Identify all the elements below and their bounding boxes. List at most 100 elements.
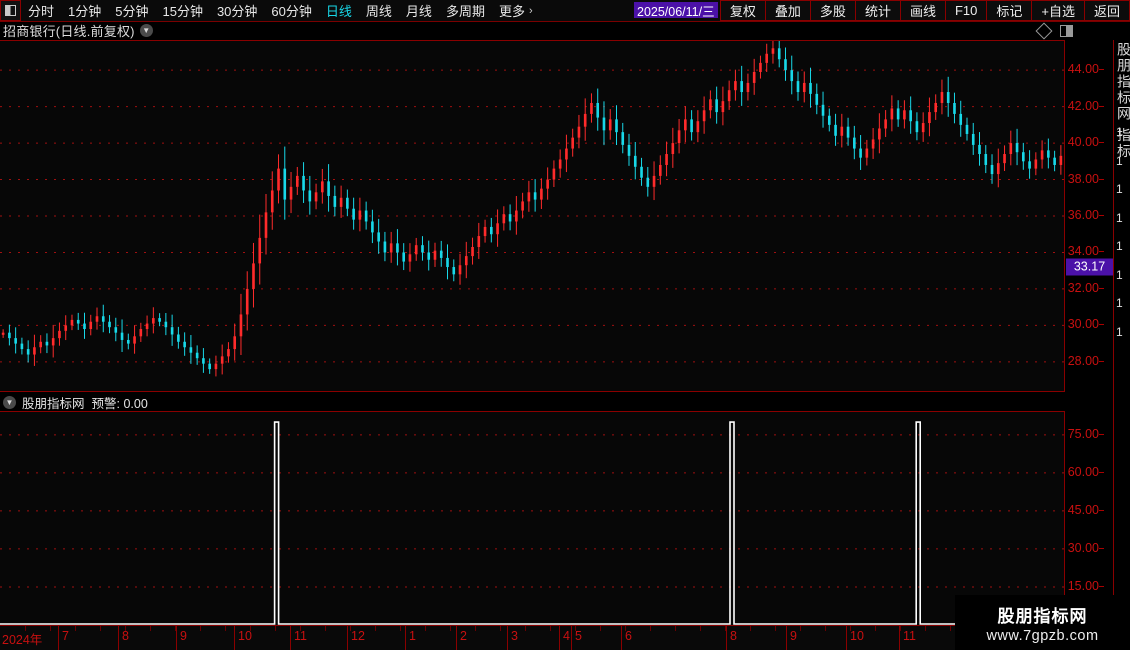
date-axis-tick bbox=[100, 626, 101, 631]
date-separator bbox=[846, 626, 847, 650]
watermark-name: 股朋指标网 bbox=[997, 606, 1088, 626]
period-tab-30min[interactable]: 30分钟 bbox=[210, 0, 264, 21]
date-axis-tick bbox=[350, 626, 351, 631]
date-axis-label: 7 bbox=[62, 629, 69, 643]
button-biaoji[interactable]: 标记 bbox=[986, 0, 1032, 21]
price-axis: 28.00 30.00 32.00 34.00 36.00 38.00 40.00 42.00… bbox=[1066, 40, 1130, 392]
date-separator bbox=[58, 626, 59, 650]
price-axis-label: 28.00 bbox=[1067, 353, 1099, 368]
date-axis-tick bbox=[150, 626, 151, 631]
price-axis-tick bbox=[1099, 287, 1104, 289]
date-axis-tick bbox=[650, 626, 651, 631]
price-axis-label: 38.00 bbox=[1067, 171, 1099, 186]
period-label: 5分钟 bbox=[115, 4, 149, 19]
strip-number: 1 bbox=[1116, 125, 1123, 139]
right-side-strip: 股朋指标网 指标 1 1 1 1 1 1 1 1 bbox=[1113, 40, 1130, 626]
date-axis-tick bbox=[925, 626, 926, 631]
watermark-url: www.7gpzb.com bbox=[986, 627, 1099, 644]
button-diejia[interactable]: 叠加 bbox=[764, 0, 810, 21]
button-fuquan[interactable]: 复权 bbox=[719, 0, 765, 21]
period-tab-15min[interactable]: 15分钟 bbox=[155, 0, 209, 21]
period-toolbar: 分时 1分钟 5分钟 15分钟 30分钟 60分钟 日线 周线 月线 多周期 更… bbox=[0, 0, 537, 21]
date-axis-label: 4 bbox=[563, 629, 570, 643]
period-label: 多周期 bbox=[445, 4, 485, 19]
button-tongji[interactable]: 统计 bbox=[854, 0, 900, 21]
date-axis-tick bbox=[550, 626, 551, 631]
date-axis-tick bbox=[900, 626, 901, 631]
button-add-watchlist[interactable]: +自选 bbox=[1031, 0, 1084, 21]
price-chart-pane[interactable] bbox=[0, 40, 1065, 392]
indicator-axis: 15.00 30.00 45.00 60.00 75.00 bbox=[1066, 411, 1130, 626]
date-separator bbox=[786, 626, 787, 650]
strip-number: 1 bbox=[1116, 267, 1123, 282]
price-axis-label: 40.00 bbox=[1067, 135, 1099, 150]
date-separator bbox=[118, 626, 119, 650]
period-label: 月线 bbox=[405, 4, 432, 19]
layout-panel-icon[interactable] bbox=[1060, 24, 1073, 37]
candlestick-chart bbox=[0, 41, 1064, 377]
date-axis-label: 9 bbox=[790, 629, 797, 643]
price-axis-label: 34.00 bbox=[1067, 244, 1099, 259]
button-label: 返回 bbox=[1093, 4, 1120, 19]
date-axis-tick bbox=[725, 626, 726, 631]
date-axis-tick bbox=[625, 626, 626, 631]
header-icon-group bbox=[1035, 22, 1130, 39]
split-panel-icon[interactable] bbox=[0, 0, 21, 21]
period-tab-monthly[interactable]: 月线 bbox=[399, 0, 439, 21]
period-label: 30分钟 bbox=[216, 4, 258, 19]
strip-number: 1 bbox=[1116, 210, 1123, 225]
diamond-icon[interactable] bbox=[1035, 22, 1053, 39]
date-axis-tick bbox=[450, 626, 451, 631]
date-axis-label: 6 bbox=[625, 629, 632, 643]
date-separator bbox=[176, 626, 177, 650]
button-back[interactable]: 返回 bbox=[1083, 0, 1130, 21]
date-axis-tick bbox=[50, 626, 51, 631]
crosshair-date-tag: 2025/06/11/三 bbox=[634, 2, 718, 19]
date-axis-tick bbox=[500, 626, 501, 631]
period-label: 更多 bbox=[498, 4, 525, 19]
strip-number: 1 bbox=[1116, 153, 1123, 168]
date-axis-label: 2 bbox=[460, 629, 467, 643]
date-separator bbox=[347, 626, 348, 650]
strip-number: 1 bbox=[1116, 296, 1123, 310]
period-tab-daily[interactable]: 日线 bbox=[319, 0, 359, 21]
date-axis-label: 8 bbox=[730, 629, 737, 643]
price-axis-tick bbox=[1099, 178, 1104, 180]
date-axis-tick bbox=[825, 626, 826, 631]
date-axis-tick bbox=[775, 626, 776, 631]
date-axis-tick bbox=[250, 626, 251, 631]
period-label: 60分钟 bbox=[271, 4, 312, 19]
date-axis-tick bbox=[700, 626, 701, 631]
period-tab-60min[interactable]: 60分钟 bbox=[264, 0, 318, 21]
stock-header: 招商银行(日线.前复权) ▼ bbox=[0, 21, 1130, 40]
button-duogu[interactable]: 多股 bbox=[809, 0, 855, 21]
date-axis-label: 11 bbox=[903, 629, 916, 643]
date-axis-tick bbox=[325, 626, 326, 631]
indicator-chart-pane[interactable] bbox=[0, 411, 1065, 626]
period-label: 周线 bbox=[365, 4, 392, 19]
price-axis-label: 30.00 bbox=[1067, 317, 1099, 332]
button-huaxian[interactable]: 画线 bbox=[899, 0, 945, 21]
date-axis-tick bbox=[950, 626, 951, 631]
period-tab-weekly[interactable]: 周线 bbox=[359, 0, 399, 21]
indicator-header: ▼ 股朋指标网 预警: 0.00 bbox=[0, 394, 1065, 411]
indicator-axis-label: 15.00 bbox=[1067, 578, 1099, 593]
indicator-axis-tick bbox=[1099, 547, 1104, 549]
period-tab-5min[interactable]: 5分钟 bbox=[108, 0, 155, 21]
period-tab-1min[interactable]: 1分钟 bbox=[61, 0, 108, 21]
chevron-down-circle-icon[interactable]: ▼ bbox=[3, 396, 16, 409]
button-label: +自选 bbox=[1041, 4, 1075, 19]
strip-numbers: 1 1 1 1 1 1 1 1 bbox=[1116, 118, 1130, 346]
indicator-axis-tick bbox=[1099, 585, 1104, 587]
date-axis-tick bbox=[125, 626, 126, 631]
chevron-right-icon: › bbox=[528, 4, 533, 17]
period-tab-fenshi[interactable]: 分时 bbox=[21, 0, 61, 21]
price-axis-label: 32.00 bbox=[1067, 280, 1099, 295]
period-tab-multi[interactable]: 多周期 bbox=[439, 0, 492, 21]
button-f10[interactable]: F10 bbox=[944, 0, 987, 21]
period-tab-more[interactable]: 更多 › bbox=[492, 0, 537, 21]
price-axis-label: 42.00 bbox=[1067, 98, 1099, 113]
date-axis-tick bbox=[750, 626, 751, 631]
chevron-down-circle-icon[interactable]: ▼ bbox=[139, 24, 153, 37]
date-separator bbox=[290, 626, 291, 650]
